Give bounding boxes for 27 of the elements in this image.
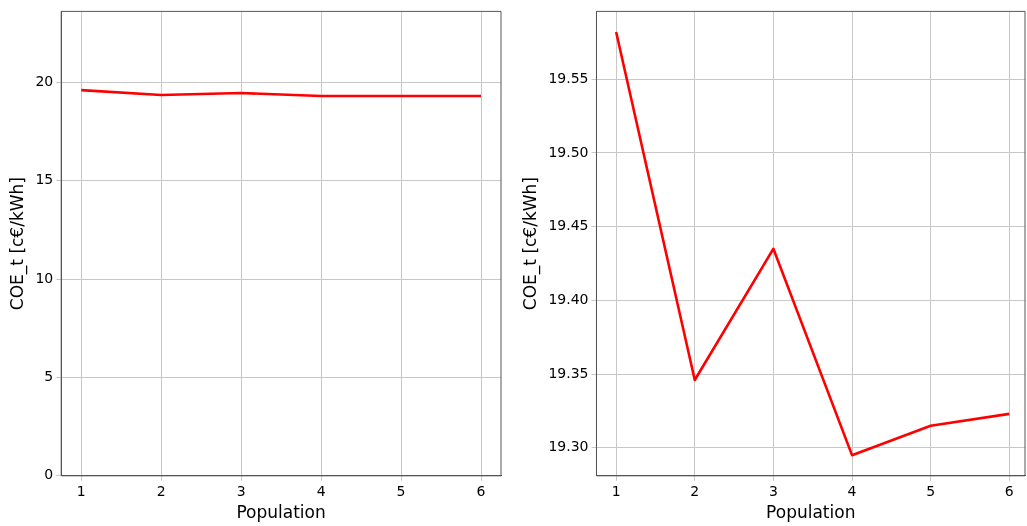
x-tick-label: 1 [76,482,86,499]
x-tick-label: 5 [396,482,406,499]
y-tick-label: 0 [44,466,54,483]
x-axis-title: Population [766,502,856,523]
x-tick-label: 6 [476,482,486,499]
y-tick-label: 20 [35,72,54,89]
x-tick-label: 2 [690,482,700,499]
x-tick-label: 4 [316,482,326,499]
y-tick-label: 19.30 [548,438,589,455]
y-tick-label: 10 [35,269,54,286]
y-tick-label: 19.45 [548,217,589,234]
y-tick-label: 19.55 [548,69,589,86]
y-tick-label: 19.35 [548,364,589,381]
x-tick-label: 2 [156,482,166,499]
y-axis-title: COE_t [c€/kWh] [6,177,28,311]
x-tick-label: 4 [847,482,857,499]
y-axis-title: COE_t [c€/kWh] [519,177,541,311]
x-tick-label: 1 [611,482,621,499]
x-tick-label: 5 [926,482,936,499]
y-tick-label: 19.50 [548,143,589,160]
x-tick-label: 3 [236,482,246,499]
y-tick-label: 15 [35,171,54,188]
x-tick-label: 6 [1004,482,1014,499]
x-tick-label: 3 [768,482,778,499]
y-tick-label: 19.40 [548,291,589,307]
x-axis-title: Population [236,502,326,523]
y-tick-label: 5 [44,368,54,385]
